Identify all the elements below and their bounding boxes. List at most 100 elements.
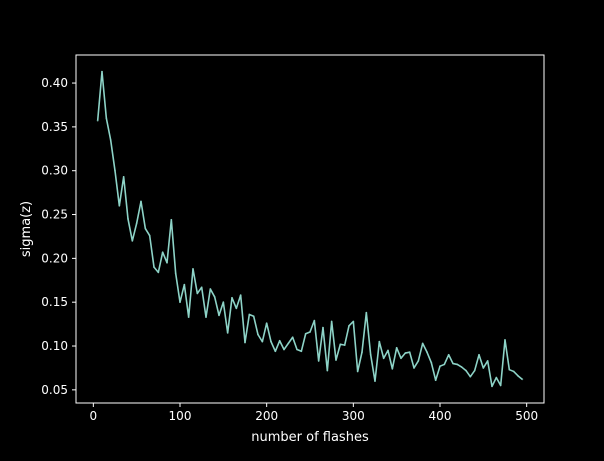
data-point (300, 350, 303, 353)
data-point (144, 227, 147, 230)
data-point (378, 340, 381, 343)
data-point (226, 331, 229, 334)
x-tick-label: 0 (90, 409, 98, 423)
y-tick-label: 0.30 (41, 164, 68, 178)
data-point (508, 368, 511, 371)
data-point (395, 346, 398, 349)
data-point (473, 369, 476, 372)
data-point (265, 322, 268, 325)
data-point (413, 367, 415, 369)
data-point (452, 362, 454, 365)
data-point (114, 169, 116, 172)
data-point (213, 296, 216, 298)
data-point (382, 357, 385, 360)
series-line (96, 70, 523, 388)
data-point (248, 313, 251, 316)
data-point (257, 333, 259, 336)
x-axis-ticks: 0 100 200 300 400 500 (90, 403, 538, 423)
data-point (478, 353, 480, 356)
data-point (140, 200, 142, 203)
data-point (439, 365, 441, 368)
data-point (387, 349, 389, 352)
data-point (135, 222, 138, 225)
x-tick-label: 400 (429, 409, 452, 423)
data-point (161, 251, 164, 254)
data-point (322, 326, 324, 329)
y-axis-ticks: 0.05 0.10 0.15 0.20 0.25 0.30 0.35 0.40 (41, 76, 76, 397)
y-tick-label: 0.20 (41, 251, 68, 265)
data-point (361, 351, 363, 354)
data-point (157, 271, 160, 274)
data-point (179, 301, 181, 304)
data-point (283, 348, 285, 351)
data-point (196, 292, 199, 295)
y-tick-label: 0.35 (41, 120, 68, 134)
data-point (291, 336, 294, 339)
data-point (101, 70, 103, 73)
data-point (356, 370, 359, 373)
data-point (252, 315, 255, 318)
data-point (122, 175, 125, 178)
data-point (96, 119, 99, 122)
data-point (105, 117, 108, 120)
y-tick-label: 0.40 (41, 76, 68, 90)
x-tick-label: 500 (515, 409, 538, 423)
series-layer (96, 70, 524, 388)
data-point (309, 331, 311, 333)
data-point (339, 343, 342, 346)
data-point (239, 294, 242, 297)
data-point (244, 341, 246, 344)
data-point (183, 283, 186, 286)
data-point (235, 307, 238, 310)
x-tick-label: 100 (169, 409, 192, 423)
data-point (231, 296, 233, 299)
data-point (426, 351, 428, 354)
data-point (374, 380, 376, 382)
data-point (469, 375, 472, 378)
y-tick-label: 0.10 (41, 339, 68, 353)
data-point (491, 385, 493, 388)
data-point (460, 366, 463, 368)
data-point (400, 357, 402, 360)
x-tick-label: 300 (342, 409, 365, 423)
data-point (166, 261, 168, 264)
data-point (447, 353, 450, 356)
data-point (261, 340, 264, 343)
x-tick-label: 200 (255, 409, 278, 423)
data-point (517, 374, 519, 377)
data-point (109, 139, 112, 141)
data-point (482, 367, 485, 369)
data-point (434, 379, 437, 382)
data-point (443, 363, 446, 366)
data-point (187, 316, 190, 318)
data-point (205, 316, 207, 318)
y-axis-label: sigma(z) (19, 201, 34, 257)
data-point (404, 352, 407, 354)
data-point (465, 369, 467, 372)
data-point (313, 319, 316, 322)
data-point (200, 286, 203, 289)
data-point (504, 338, 506, 341)
data-point (330, 320, 333, 323)
data-point (127, 218, 129, 220)
data-point (222, 301, 225, 304)
data-point (521, 378, 524, 381)
data-point (456, 363, 459, 366)
data-point (343, 344, 346, 347)
data-point (430, 361, 433, 364)
data-point (326, 369, 329, 372)
y-tick-label: 0.15 (41, 295, 68, 309)
data-point (148, 234, 151, 237)
data-point (369, 353, 372, 356)
data-point (417, 360, 420, 362)
y-tick-label: 0.05 (41, 383, 68, 397)
data-point (317, 360, 320, 362)
data-point (209, 288, 212, 290)
data-point (131, 239, 134, 242)
data-point (352, 320, 355, 323)
data-point (274, 350, 277, 353)
data-point (153, 266, 155, 269)
data-point (170, 218, 173, 221)
data-point (512, 370, 515, 373)
